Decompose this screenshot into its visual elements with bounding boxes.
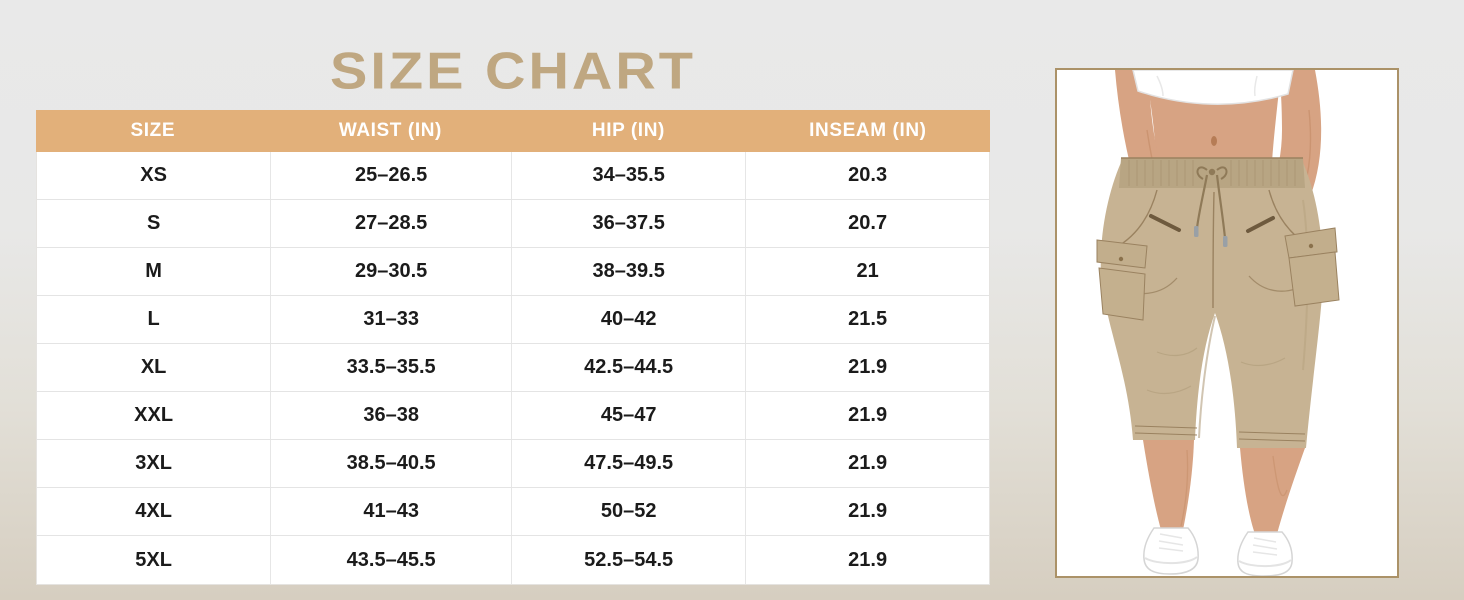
table-row: M 29–30.5 38–39.5 21 [37, 248, 989, 296]
cell-inseam: 21.9 [745, 488, 989, 535]
cell-hip: 52.5–54.5 [511, 536, 745, 584]
table-header-row: SIZE WAIST (IN) HIP (IN) INSEAM (IN) [36, 110, 990, 152]
cell-hip: 36–37.5 [511, 200, 745, 247]
cell-inseam: 20.7 [745, 200, 989, 247]
cell-hip: 47.5–49.5 [511, 440, 745, 487]
cell-waist: 27–28.5 [270, 200, 511, 247]
table-body: XS 25–26.5 34–35.5 20.3 S 27–28.5 36–37.… [36, 152, 990, 585]
column-header-waist: WAIST (IN) [338, 120, 442, 141]
cell-size: S [146, 212, 161, 234]
cell-hip: 34–35.5 [511, 152, 745, 199]
model-photo-illustration [1096, 70, 1340, 576]
table-row: 4XL 41–43 50–52 21.9 [37, 488, 989, 536]
cell-inseam: 21.9 [745, 344, 989, 391]
table-row: L 31–33 40–42 21.5 [37, 296, 989, 344]
cell-size: 3XL [135, 452, 172, 474]
cell-inseam: 21.9 [745, 536, 989, 584]
column-header-hip: HIP (IN) [591, 120, 665, 141]
size-chart-table: SIZE WAIST (IN) HIP (IN) INSEAM (IN) XS … [36, 110, 990, 585]
cell-hip: 42.5–44.5 [511, 344, 745, 391]
cell-size: XXL [134, 404, 174, 426]
table-row: 5XL 43.5–45.5 52.5–54.5 21.9 [37, 536, 989, 584]
table-row: XL 33.5–35.5 42.5–44.5 21.9 [37, 344, 989, 392]
cell-size: XS [140, 164, 167, 186]
cell-waist: 29–30.5 [270, 248, 511, 295]
cell-inseam: 21 [745, 248, 989, 295]
cell-size: 4XL [135, 500, 172, 522]
cell-hip: 40–42 [511, 296, 745, 343]
cell-inseam: 21.9 [745, 440, 989, 487]
cell-waist: 36–38 [270, 392, 511, 439]
cell-size: 5XL [135, 548, 172, 571]
column-header-inseam: INSEAM (IN) [809, 120, 927, 141]
cell-size: M [145, 260, 162, 282]
cell-waist: 33.5–35.5 [270, 344, 511, 391]
table-row: XXL 36–38 45–47 21.9 [37, 392, 989, 440]
cell-hip: 45–47 [511, 392, 745, 439]
product-photo [1055, 68, 1399, 578]
cell-inseam: 21.9 [745, 392, 989, 439]
cell-inseam: 21.5 [745, 296, 989, 343]
cell-waist: 43.5–45.5 [270, 536, 511, 584]
cell-waist: 25–26.5 [270, 152, 511, 199]
cell-waist: 38.5–40.5 [270, 440, 511, 487]
table-row: S 27–28.5 36–37.5 20.7 [37, 200, 989, 248]
cell-size: XL [140, 356, 167, 378]
cell-hip: 50–52 [511, 488, 745, 535]
cell-inseam: 20.3 [745, 152, 989, 199]
cell-hip: 38–39.5 [511, 248, 745, 295]
cell-waist: 31–33 [270, 296, 511, 343]
page-title: SIZE CHART [330, 41, 696, 100]
table-row: 3XL 38.5–40.5 47.5–49.5 21.9 [37, 440, 989, 488]
cell-size: L [147, 308, 160, 330]
cell-waist: 41–43 [270, 488, 511, 535]
column-header-size: SIZE [130, 120, 176, 141]
table-row: XS 25–26.5 34–35.5 20.3 [37, 152, 989, 200]
